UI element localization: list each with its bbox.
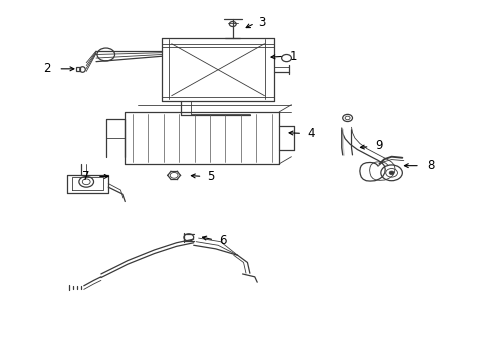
Text: 6: 6 [219,234,227,247]
Circle shape [389,171,394,175]
Text: 3: 3 [258,16,266,29]
Text: 8: 8 [427,159,434,172]
Text: 2: 2 [43,62,51,75]
Text: 5: 5 [207,170,215,183]
Text: 4: 4 [307,127,315,140]
Text: 7: 7 [82,170,90,183]
Text: 1: 1 [290,50,297,63]
Text: 9: 9 [376,139,383,152]
